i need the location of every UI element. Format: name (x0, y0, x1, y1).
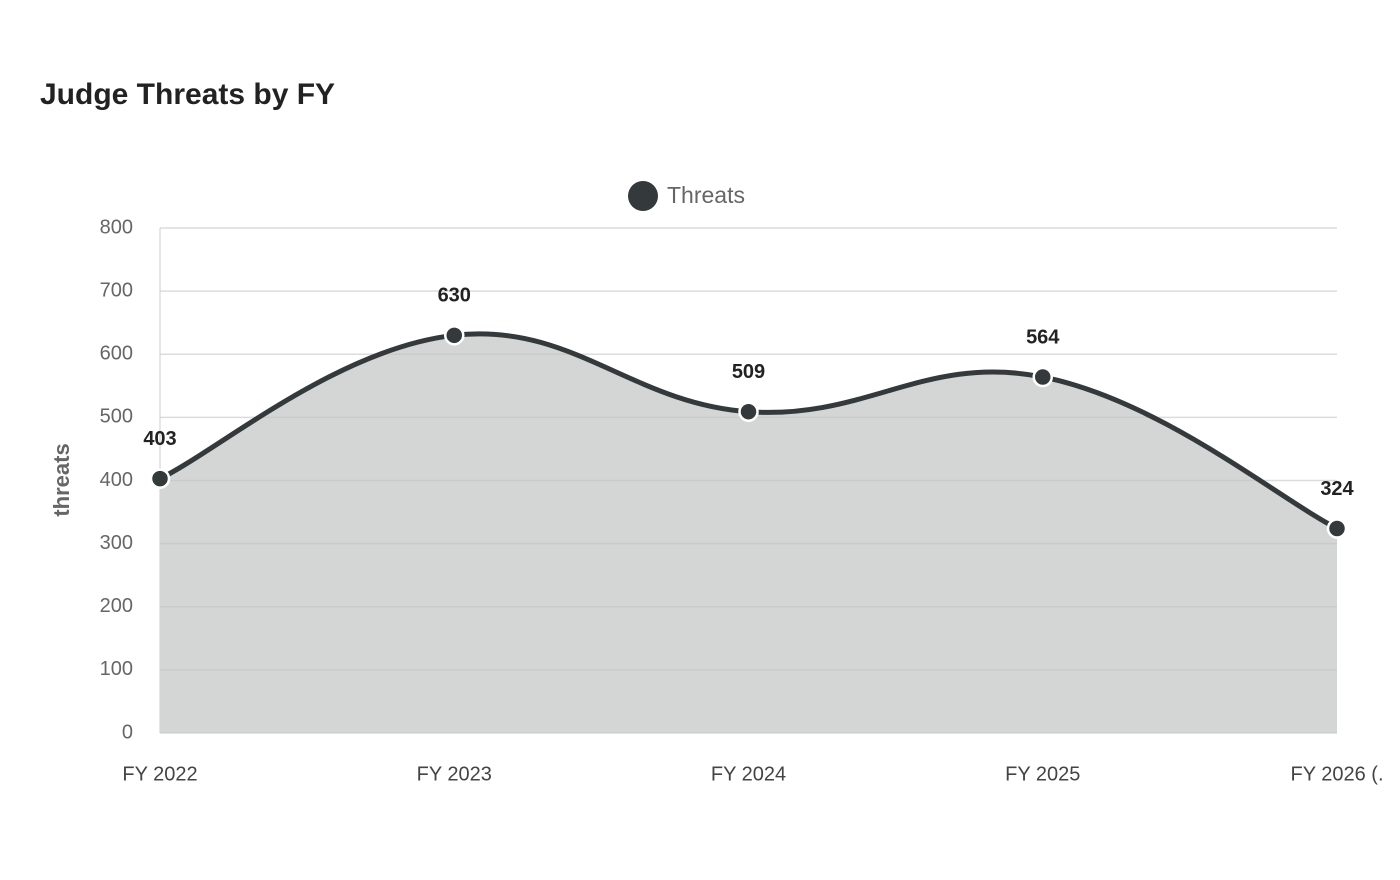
legend-swatch (628, 181, 658, 211)
point (149, 468, 171, 489)
y-tick-label: 100 (100, 658, 133, 680)
y-tick-label: 500 (100, 406, 133, 428)
data-label: 509 (732, 361, 765, 383)
x-tick-label: FY 2023 (417, 763, 492, 785)
y-axis-label: threats (49, 443, 74, 516)
y-tick-label: 400 (100, 469, 133, 491)
point (738, 401, 759, 422)
data-label: 403 (143, 428, 176, 450)
data-label: 630 (438, 285, 471, 307)
data-label: 564 (1026, 326, 1060, 348)
y-tick-label: 700 (100, 279, 133, 301)
y-tick-label: 300 (100, 532, 133, 554)
y-tick-label: 800 (100, 216, 133, 238)
legend-label: Threats (667, 182, 745, 208)
x-tick-label: FY 2022 (122, 763, 197, 785)
y-tick-label: 200 (100, 595, 133, 617)
point (1326, 518, 1348, 539)
x-tick-label: FY 2026 (. (1290, 763, 1383, 785)
area (160, 333, 1337, 733)
x-tick-label: FY 2025 (1005, 763, 1080, 785)
y-tick-label: 600 (100, 343, 133, 365)
point (1032, 366, 1053, 388)
chart-title: Judge Threats by FY (40, 78, 335, 111)
point (444, 325, 465, 346)
y-tick-label: 0 (122, 721, 133, 743)
x-tick-label: FY 2024 (711, 763, 786, 785)
data-label: 324 (1320, 478, 1354, 500)
